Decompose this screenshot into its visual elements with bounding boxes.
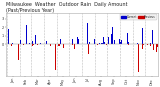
Bar xyxy=(127,44,128,62)
Bar xyxy=(89,42,90,44)
Bar xyxy=(128,42,129,44)
Bar xyxy=(156,44,157,52)
Bar xyxy=(102,43,103,44)
Bar xyxy=(114,40,115,44)
Bar xyxy=(108,37,109,44)
Bar xyxy=(11,44,12,46)
Bar xyxy=(152,30,153,44)
Bar xyxy=(35,35,36,44)
Bar xyxy=(32,41,33,44)
Bar xyxy=(88,44,89,54)
Bar xyxy=(119,39,120,44)
Bar xyxy=(99,43,100,44)
Bar xyxy=(106,44,107,45)
Bar xyxy=(58,44,59,46)
Bar xyxy=(137,43,138,44)
Bar xyxy=(103,43,104,44)
Bar xyxy=(74,44,75,49)
Bar xyxy=(150,44,151,46)
Bar xyxy=(112,27,113,44)
Bar xyxy=(121,40,122,44)
Bar xyxy=(128,44,129,45)
Bar xyxy=(138,44,139,72)
Bar xyxy=(111,34,112,44)
Bar xyxy=(40,43,41,44)
Bar xyxy=(147,44,148,45)
Bar xyxy=(72,44,73,45)
Bar xyxy=(19,44,20,45)
Bar xyxy=(55,44,56,45)
Text: Milwaukee  Weather  Outdoor Rain  Daily Amount  (Past/Previous Year): Milwaukee Weather Outdoor Rain Daily Amo… xyxy=(6,2,129,13)
Bar xyxy=(153,44,154,50)
Bar xyxy=(60,39,61,44)
Bar xyxy=(8,29,9,44)
Bar xyxy=(97,44,98,45)
Legend: Current, Previous: Current, Previous xyxy=(120,14,156,20)
Bar xyxy=(59,44,60,46)
Bar xyxy=(78,39,79,44)
Bar xyxy=(63,44,64,48)
Bar xyxy=(33,44,34,45)
Bar xyxy=(101,43,102,44)
Bar xyxy=(142,44,143,49)
Bar xyxy=(142,28,143,44)
Bar xyxy=(29,43,30,44)
Bar xyxy=(143,44,144,45)
Bar xyxy=(94,39,95,44)
Bar xyxy=(37,44,38,45)
Bar xyxy=(120,41,121,44)
Bar xyxy=(18,44,19,60)
Bar xyxy=(157,44,158,47)
Bar xyxy=(72,39,73,44)
Bar xyxy=(20,40,21,44)
Bar xyxy=(77,37,78,44)
Bar xyxy=(67,39,68,44)
Bar xyxy=(32,44,33,46)
Bar xyxy=(87,23,88,44)
Bar xyxy=(50,44,51,46)
Bar xyxy=(139,44,140,45)
Bar xyxy=(46,41,47,44)
Bar xyxy=(150,43,151,44)
Bar xyxy=(12,43,13,44)
Bar xyxy=(23,44,24,45)
Bar xyxy=(104,42,105,44)
